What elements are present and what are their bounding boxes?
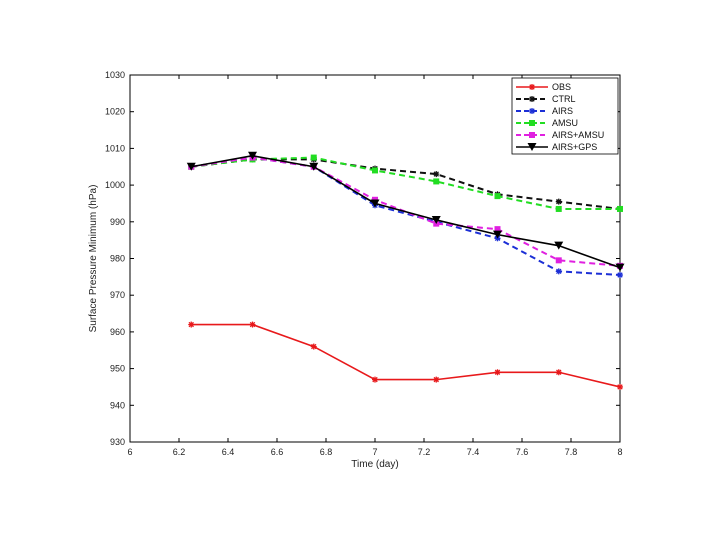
data-point-marker	[554, 241, 564, 250]
legend-label: AIRS+AMSU	[552, 130, 604, 140]
x-tick-label: 6.2	[173, 447, 186, 457]
legend-entry-obs: OBS	[516, 82, 571, 92]
data-point-marker	[310, 154, 317, 161]
legend-entry-airs-amsu: AIRS+AMSU	[516, 130, 604, 140]
x-tick-label: 6	[127, 447, 132, 457]
x-tick-label: 7	[372, 447, 377, 457]
y-tick-label: 970	[110, 290, 125, 300]
data-point-marker	[555, 198, 562, 205]
data-point-marker	[555, 257, 562, 264]
data-point-marker	[493, 230, 502, 239]
data-point-marker	[617, 272, 623, 279]
data-point-marker	[249, 321, 256, 328]
y-axis-label: Surface Pressure Minimum (hPa)	[88, 185, 99, 333]
data-point-marker	[529, 108, 535, 114]
x-tick-label: 7.4	[467, 447, 480, 457]
legend: OBS CTRL AIRS AMSU AIRS+AMSU AIRS+GPS	[511, 77, 619, 155]
data-point-marker	[555, 369, 562, 376]
data-point-marker	[248, 151, 257, 160]
x-tick-label: 6.6	[271, 447, 284, 457]
data-point-marker	[433, 178, 440, 185]
data-point-marker	[529, 120, 535, 126]
legend-label: AIRS	[552, 106, 573, 116]
x-axis-label: Time (day)	[351, 459, 398, 470]
data-point-marker	[186, 162, 196, 171]
series-line-airs-gps	[191, 154, 621, 269]
y-tick-label: 1010	[105, 143, 125, 153]
legend-label: OBS	[552, 82, 571, 92]
x-tick-label: 6.8	[320, 447, 333, 457]
y-tick-label: 990	[110, 217, 125, 227]
legend-box	[511, 77, 619, 155]
data-point-marker	[527, 143, 537, 151]
data-point-marker	[529, 132, 535, 138]
data-point-marker	[431, 215, 441, 224]
series-airs-gps	[186, 151, 625, 272]
x-tick-label: 7.8	[565, 447, 578, 457]
data-point-marker	[188, 321, 195, 328]
y-tick-label: 940	[110, 400, 125, 410]
data-point-marker	[555, 268, 562, 275]
y-tick-label: 950	[110, 364, 125, 374]
axis-ticks: 6 6.2 6.4 6.6 6.8 7 7.2 7.4 7.6 7.8 8 930 940 950 960 9…	[105, 70, 623, 457]
data-point-marker	[433, 171, 440, 178]
legend-label: AMSU	[552, 118, 578, 128]
y-tick-label: 1030	[105, 70, 125, 80]
data-point-marker	[555, 205, 562, 212]
x-tick-label: 8	[617, 447, 622, 457]
data-point-marker	[617, 205, 623, 212]
legend-entry-airs-gps: AIRS+GPS	[516, 142, 597, 152]
data-point-marker	[529, 96, 535, 102]
legend-label: AIRS+GPS	[552, 142, 597, 152]
series-line-obs	[191, 323, 621, 388]
series-obs	[188, 321, 623, 390]
series-line-airs-amsu	[191, 156, 621, 267]
series-layer	[186, 151, 625, 390]
y-tick-label: 930	[110, 437, 125, 447]
y-tick-label: 980	[110, 254, 125, 264]
data-point-marker	[529, 84, 535, 90]
x-tick-label: 6.4	[222, 447, 235, 457]
data-point-marker	[433, 376, 440, 383]
legend-entry-ctrl: CTRL	[516, 94, 576, 104]
y-tick-label: 960	[110, 327, 125, 337]
data-point-marker	[370, 199, 380, 208]
y-tick-label: 1020	[105, 107, 125, 117]
data-point-marker	[372, 167, 378, 174]
data-point-marker	[617, 383, 623, 390]
data-point-marker	[494, 193, 501, 200]
y-tick-label: 1000	[105, 180, 125, 190]
legend-label: CTRL	[552, 94, 576, 104]
data-point-marker	[372, 376, 378, 383]
data-point-marker	[494, 226, 501, 233]
legend-entry-airs: AIRS	[516, 106, 573, 116]
legend-entry-amsu: AMSU	[516, 118, 578, 128]
x-tick-label: 7.2	[418, 447, 431, 457]
data-point-marker	[310, 343, 317, 350]
x-tick-label: 7.6	[516, 447, 529, 457]
data-point-marker	[494, 369, 501, 376]
data-point-marker	[309, 162, 319, 171]
data-point-marker	[615, 263, 625, 272]
